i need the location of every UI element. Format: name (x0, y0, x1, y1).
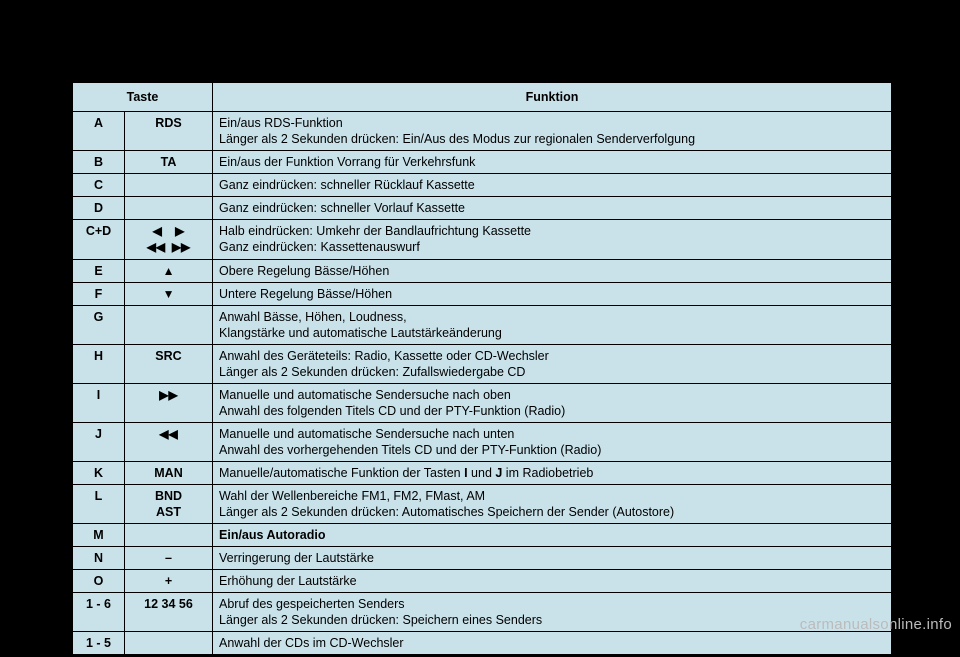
col-symbol (125, 174, 213, 197)
table-row: N–Verringerung der Lautstärke (73, 547, 892, 570)
table-row: LBND ASTWahl der Wellenbereiche FM1, FM2… (73, 485, 892, 524)
table-row: E ▲ Obere Regelung Bässe/Höhen (73, 259, 892, 282)
table-row: 1 - 612 34 56Abruf des gespeicherten Sen… (73, 593, 892, 632)
col-symbol: TA (125, 151, 213, 174)
col-key: O (73, 570, 125, 593)
table-row: C Ganz eindrücken: schneller Rücklauf Kas… (73, 174, 892, 197)
table-row: M Ein/aus Autoradio (73, 524, 892, 547)
col-function: Manuelle und automatische Sendersuche na… (213, 423, 892, 462)
function-table: Taste Funktion ARDSEin/aus RDS-FunktionL… (72, 82, 892, 655)
col-key: B (73, 151, 125, 174)
table-row: HSRCAnwahl des Geräteteils: Radio, Kasse… (73, 345, 892, 384)
symbol-icon: ▲ (163, 264, 175, 278)
col-function: Ganz eindrücken: schneller Rücklauf Kass… (213, 174, 892, 197)
col-symbol: ▶▶ (125, 384, 213, 423)
col-key: E (73, 259, 125, 282)
col-function: Verringerung der Lautstärke (213, 547, 892, 570)
header-funktion: Funktion (213, 83, 892, 112)
col-key: C (73, 174, 125, 197)
table-row: 1 - 5 Anwahl der CDs im CD-Wechsler (73, 632, 892, 655)
table-row: J ◀◀ Manuelle und automatische Sendersuche… (73, 423, 892, 462)
col-key: 1 - 5 (73, 632, 125, 655)
col-symbol: + (125, 570, 213, 593)
col-function: Anwahl des Geräteteils: Radio, Kassette … (213, 345, 892, 384)
col-key: K (73, 462, 125, 485)
table-row: BTAEin/aus der Funktion Vorrang für Verk… (73, 151, 892, 174)
col-function: Obere Regelung Bässe/Höhen (213, 259, 892, 282)
col-function: Ein/aus Autoradio (213, 524, 892, 547)
col-key: H (73, 345, 125, 384)
col-key: G (73, 306, 125, 345)
col-key: I (73, 384, 125, 423)
col-symbol: ◀◀ (125, 423, 213, 462)
symbol-icon: ▼ (163, 287, 175, 301)
table-row: O+Erhöhung der Lautstärke (73, 570, 892, 593)
col-symbol (125, 524, 213, 547)
table-row: KMANManuelle/automatische Funktion der T… (73, 462, 892, 485)
table-row: ARDSEin/aus RDS-FunktionLänger als 2 Sek… (73, 112, 892, 151)
function-table-container: Taste Funktion ARDSEin/aus RDS-FunktionL… (70, 80, 894, 657)
table-row: C+D ◀ ▶ ◀◀ ▶▶ Halb eindrücken: Umkehr der … (73, 220, 892, 260)
col-function: Untere Regelung Bässe/Höhen (213, 283, 892, 306)
col-symbol: MAN (125, 462, 213, 485)
col-function: Ein/aus der Funktion Vorrang für Verkehr… (213, 151, 892, 174)
col-key: J (73, 423, 125, 462)
col-function: Abruf des gespeicherten SendersLänger al… (213, 593, 892, 632)
col-symbol: – (125, 547, 213, 570)
symbol-icon: ◀ ▶ ◀◀ ▶▶ (147, 224, 191, 254)
col-function: Erhöhung der Lautstärke (213, 570, 892, 593)
col-key: M (73, 524, 125, 547)
table-body: ARDSEin/aus RDS-FunktionLänger als 2 Sek… (73, 112, 892, 655)
col-key: F (73, 283, 125, 306)
col-symbol: SRC (125, 345, 213, 384)
col-function: Ganz eindrücken: schneller Vorlauf Kasse… (213, 197, 892, 220)
col-key: 1 - 6 (73, 593, 125, 632)
table-row: I ▶▶ Manuelle und automatische Sendersuche… (73, 384, 892, 423)
col-symbol: ▼ (125, 283, 213, 306)
col-function: Anwahl Bässe, Höhen, Loudness,Klangstärk… (213, 306, 892, 345)
table-row: G Anwahl Bässe, Höhen, Loudness,Klangstär… (73, 306, 892, 345)
col-key: A (73, 112, 125, 151)
col-symbol: ◀ ▶ ◀◀ ▶▶ (125, 220, 213, 260)
col-key: N (73, 547, 125, 570)
table-row: D Ganz eindrücken: schneller Vorlauf Kass… (73, 197, 892, 220)
table-header-row: Taste Funktion (73, 83, 892, 112)
col-symbol: RDS (125, 112, 213, 151)
col-symbol: BND AST (125, 485, 213, 524)
col-key: C+D (73, 220, 125, 260)
col-symbol (125, 306, 213, 345)
watermark-text: carmanualsonline.info (800, 616, 952, 633)
table-row: F ▼ Untere Regelung Bässe/Höhen (73, 283, 892, 306)
symbol-icon: ▶▶ (159, 388, 177, 402)
col-symbol: 12 34 56 (125, 593, 213, 632)
col-function: Manuelle und automatische Sendersuche na… (213, 384, 892, 423)
col-key: D (73, 197, 125, 220)
col-function: Halb eindrücken: Umkehr der Bandlaufrich… (213, 220, 892, 260)
col-symbol (125, 197, 213, 220)
col-function: Ein/aus RDS-FunktionLänger als 2 Sekunde… (213, 112, 892, 151)
col-symbol: ▲ (125, 259, 213, 282)
col-function: Wahl der Wellenbereiche FM1, FM2, FMast,… (213, 485, 892, 524)
col-key: L (73, 485, 125, 524)
col-function: Anwahl der CDs im CD-Wechsler (213, 632, 892, 655)
col-function: Manuelle/automatische Funktion der Taste… (213, 462, 892, 485)
symbol-icon: ◀◀ (159, 427, 177, 441)
col-symbol (125, 632, 213, 655)
header-taste: Taste (73, 83, 213, 112)
